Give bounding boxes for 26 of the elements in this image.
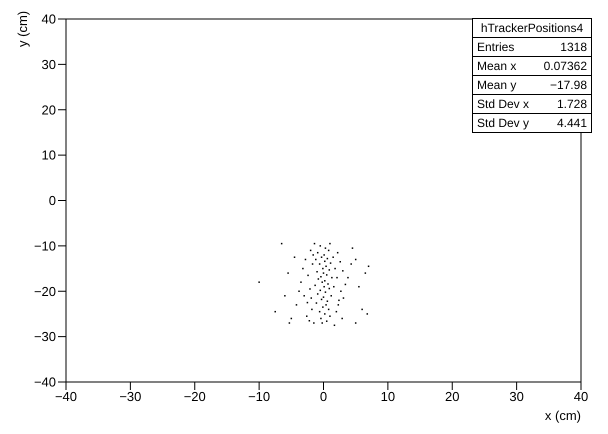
y-tick-label: 20 [42, 102, 56, 118]
x-tick-label: −10 [248, 389, 270, 404]
y-tick-label: −40 [34, 374, 56, 390]
y-tick-label: −10 [34, 238, 56, 254]
x-tick-label: 0 [320, 389, 328, 404]
text: Mean x 0.07362 [477, 59, 587, 73]
y-tick-label: 0 [48, 193, 56, 208]
y-tick-label: 30 [42, 56, 56, 72]
x-tick-label: −40 [54, 389, 78, 404]
annotation: hTrackerPositions4 [473, 19, 591, 38]
text: Mean y −17.98 [477, 78, 587, 92]
x-tick-label: 10 [380, 389, 396, 404]
x-axis-title: x (cm) [544, 408, 581, 423]
y-tick-label: −20 [34, 284, 56, 299]
y-axis-title: y (cm) [15, 10, 30, 47]
text: Std Dev y 4.441 [477, 116, 587, 130]
x-tick-label: −30 [119, 389, 142, 404]
text: Std Dev x 1.728 [477, 97, 587, 111]
y-tick-label: 10 [42, 148, 56, 163]
x-tick-label: −20 [184, 389, 206, 404]
y-tick-label: 40 [42, 12, 56, 27]
x-tick-label: 20 [445, 389, 460, 404]
text: Entries 1318 [477, 40, 587, 54]
x-tick-label: 30 [509, 389, 524, 404]
y-tick-label: −30 [34, 329, 56, 344]
x-tick-label: 40 [574, 389, 588, 404]
